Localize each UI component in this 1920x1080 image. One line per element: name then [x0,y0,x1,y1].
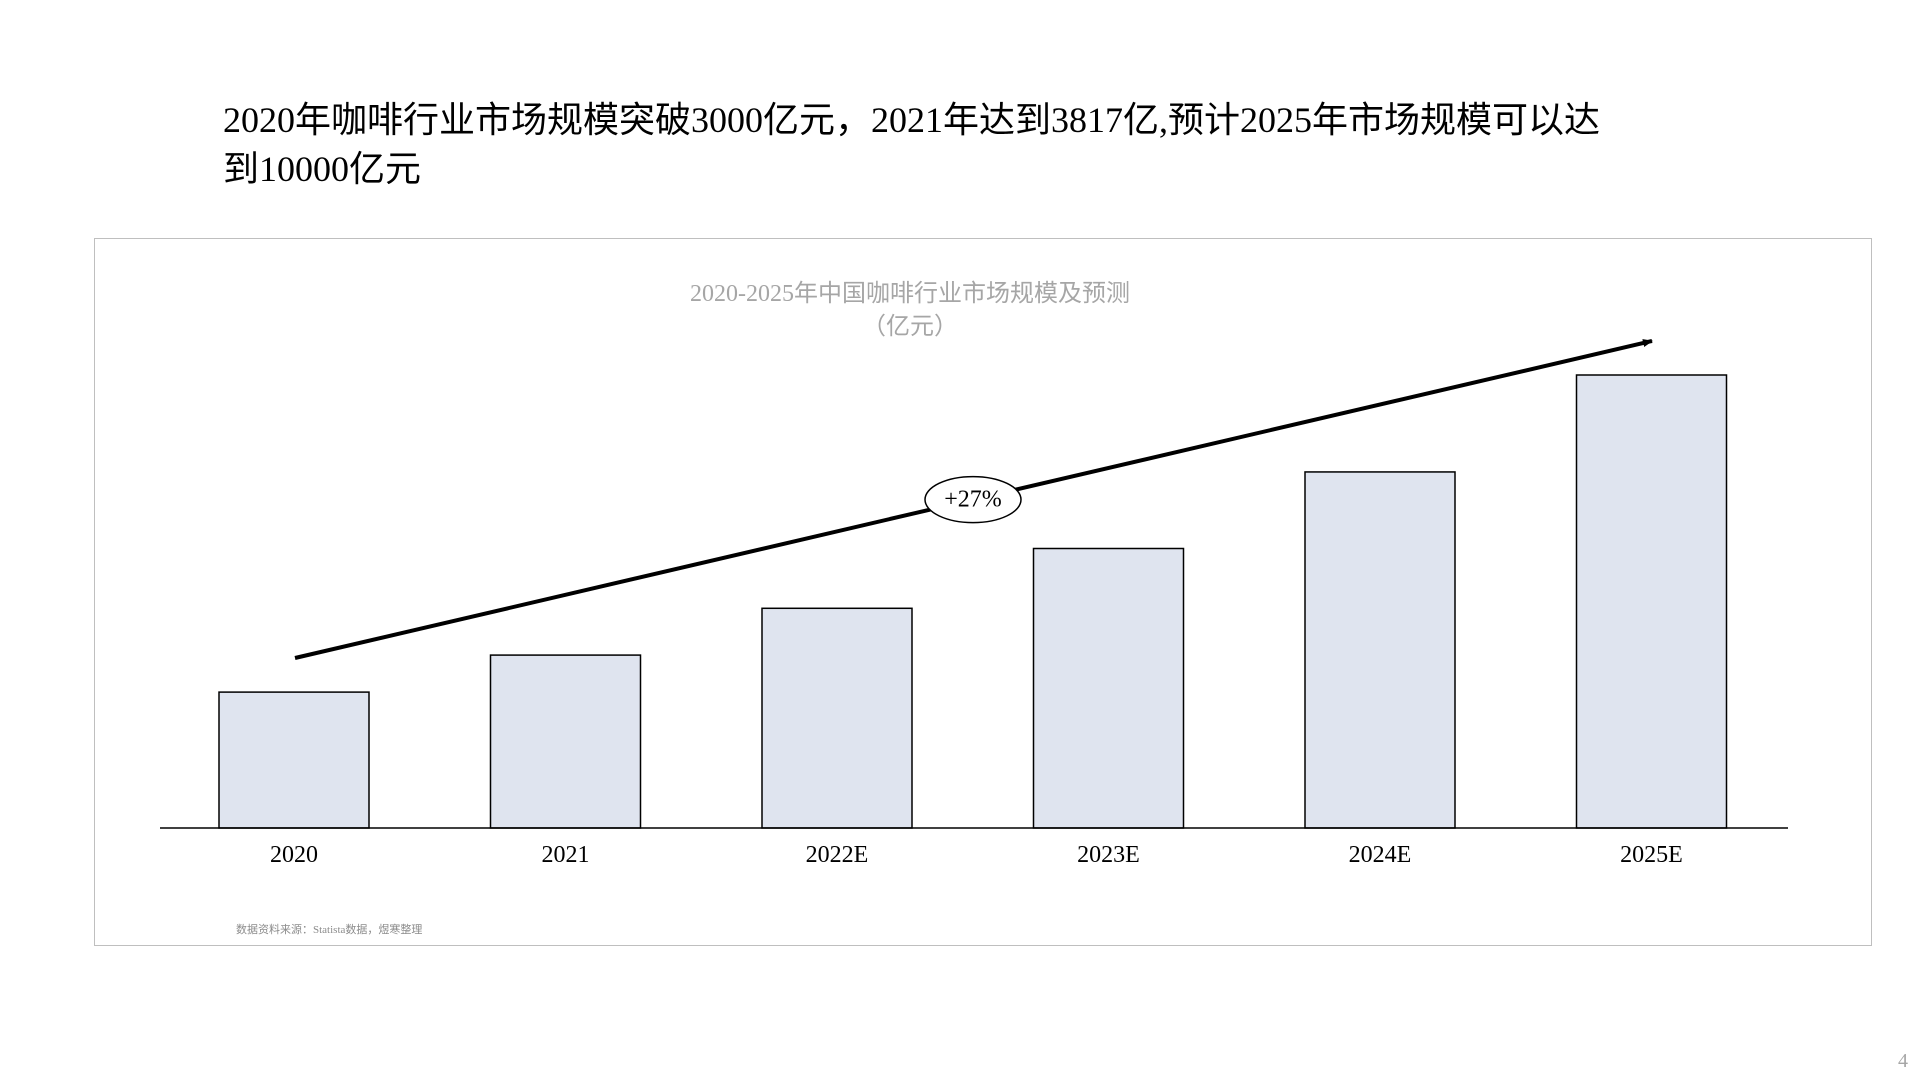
x-tick-label-2024E: 2024E [1349,842,1412,868]
x-tick-label-2020: 2020 [270,842,318,868]
chart-title: 2020-2025年中国咖啡行业市场规模及预测 （亿元） [500,278,1320,344]
bar-2025E [1575,374,1728,829]
chart-subtitle: （亿元） [862,314,958,340]
headline-line-1: 2020年咖啡行业市场规模突破3000亿元，2021年达到3817亿,预计202… [223,100,1601,140]
x-tick-label-2023E: 2023E [1077,842,1140,868]
bar-2020 [218,691,370,829]
headline-line-2: 到10000亿元 [223,149,422,189]
source-note: 数据资料来源：Statista数据，煜寒整理 [236,924,423,936]
page-number: 4 [1898,1050,1908,1072]
growth-rate-label: +27% [944,487,1002,513]
x-tick-label-2021: 2021 [542,842,590,868]
bar-2021 [489,654,642,829]
chart-frame [94,238,1872,946]
x-tick-label-2025E: 2025E [1620,842,1683,868]
x-tick-label-2022E: 2022E [806,842,869,868]
chart-title-main: 2020-2025年中国咖啡行业市场规模及预测 [690,281,1130,307]
bar-2024E [1304,471,1456,829]
headline: 2020年咖啡行业市场规模突破3000亿元，2021年达到3817亿,预计202… [223,96,1743,194]
bar-2023E [1032,547,1185,829]
bar-2022E [761,607,913,829]
growth-rate-badge [924,475,1022,524]
